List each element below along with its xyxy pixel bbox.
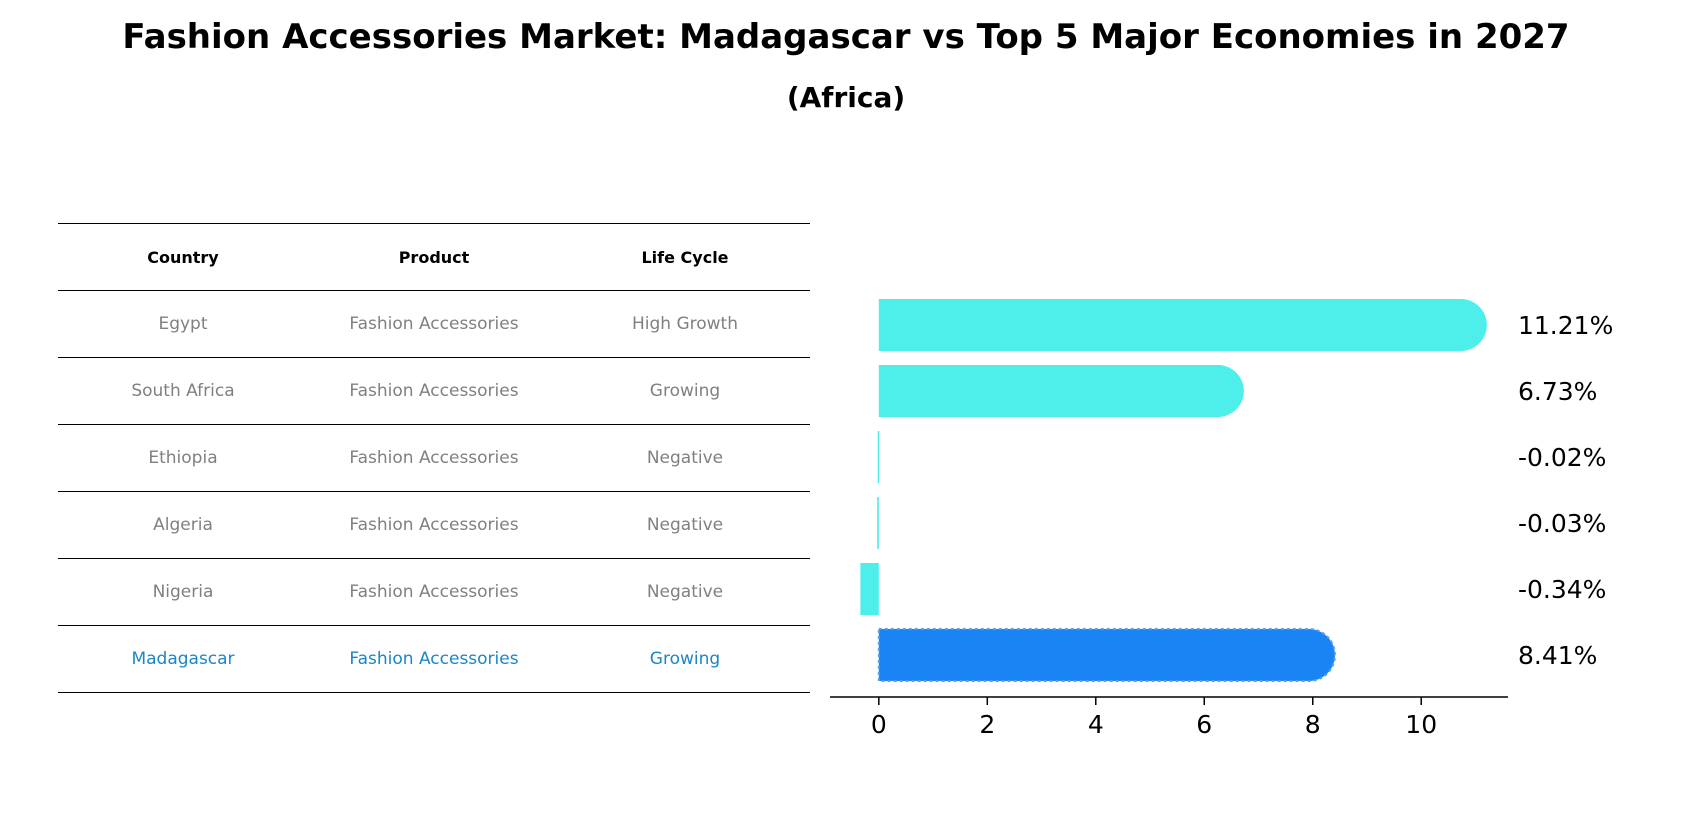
bar-madagascar (877, 628, 1336, 682)
data-label: 6.73% (1518, 377, 1597, 406)
table-row-highlighted: Madagascar Fashion Accessories Growing (58, 625, 810, 693)
column-header-life-cycle: Life Cycle (641, 247, 729, 267)
cell-life-cycle: Negative (646, 582, 724, 602)
table-row: South Africa Fashion Accessories Growing (58, 357, 810, 424)
bar-south-africa (878, 365, 1244, 417)
cell-life-cycle: Growing (649, 381, 721, 401)
bar-nigeria (860, 563, 879, 615)
x-tick-label: 10 (1405, 710, 1437, 739)
cell-product: Fashion Accessories (349, 381, 519, 401)
cell-product: Fashion Accessories (349, 582, 519, 602)
cell-country: Ethiopia (148, 448, 218, 468)
cell-product: Fashion Accessories (349, 314, 519, 334)
cell-product: Fashion Accessories (349, 448, 519, 468)
column-header-country: Country (147, 247, 219, 267)
cell-country: South Africa (131, 381, 235, 401)
cell-life-cycle: Growing (649, 649, 721, 669)
x-tick-label: 4 (1088, 710, 1104, 739)
cell-country: Algeria (153, 515, 213, 535)
table-header-row: Country Product Life Cycle (58, 223, 810, 290)
table-row: Ethiopia Fashion Accessories Negative (58, 424, 810, 491)
cell-life-cycle: Negative (646, 515, 724, 535)
cell-life-cycle: High Growth (631, 314, 738, 334)
cell-country: Egypt (158, 314, 208, 334)
data-label: -0.03% (1518, 509, 1606, 538)
cell-product: Fashion Accessories (349, 515, 519, 535)
x-tick-label: 6 (1196, 710, 1212, 739)
table-row: Algeria Fashion Accessories Negative (58, 491, 810, 558)
cell-country: Nigeria (152, 582, 214, 602)
chart-subtitle: (Africa) (786, 81, 906, 114)
cell-country: Madagascar (131, 649, 235, 669)
cell-product: Fashion Accessories (349, 649, 519, 669)
table-row: Nigeria Fashion Accessories Negative (58, 558, 810, 625)
table-row: Egypt Fashion Accessories High Growth (58, 290, 810, 357)
x-tick-label: 2 (979, 710, 995, 739)
column-header-product: Product (398, 247, 470, 267)
chart-title: Fashion Accessories Market: Madagascar v… (122, 17, 1570, 57)
bar-egypt (878, 299, 1487, 351)
data-label: -0.34% (1518, 575, 1606, 604)
data-label: 8.41% (1518, 641, 1597, 670)
data-label: -0.02% (1518, 443, 1606, 472)
bar-ethiopia (877, 431, 880, 483)
data-label: 11.21% (1518, 311, 1613, 340)
cell-life-cycle: Negative (646, 448, 724, 468)
x-tick-label: 8 (1305, 710, 1321, 739)
x-tick-label: 0 (871, 710, 887, 739)
bar-algeria (877, 497, 879, 549)
comparison-table: Country Product Life Cycle Egypt Fashion… (58, 223, 810, 693)
